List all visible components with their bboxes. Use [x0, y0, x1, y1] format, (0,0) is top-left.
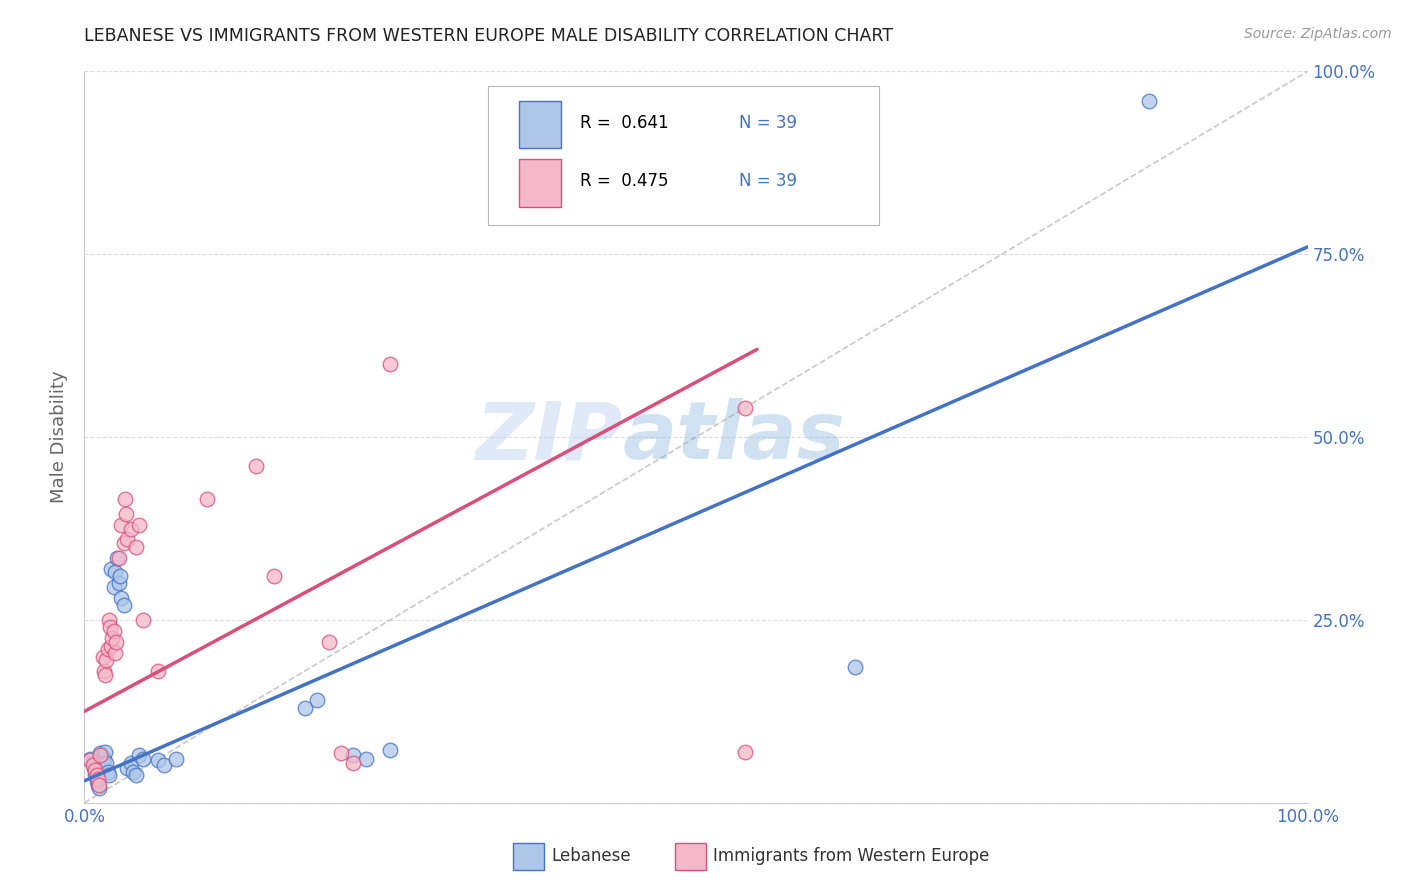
Point	[97, 765, 120, 780]
Point	[112, 536, 135, 550]
Point	[107, 576, 129, 591]
Point	[97, 642, 120, 657]
Point	[114, 492, 136, 507]
Point	[380, 743, 402, 757]
Text: atlas: atlas	[623, 398, 845, 476]
Point	[112, 599, 135, 613]
Point	[100, 562, 122, 576]
Point	[125, 768, 148, 782]
Point	[97, 613, 120, 627]
Text: Immigrants from Western Europe: Immigrants from Western Europe	[713, 847, 990, 865]
Point	[101, 632, 124, 646]
Point	[132, 613, 155, 627]
Point	[108, 569, 131, 583]
Point	[91, 749, 114, 764]
Point	[844, 660, 866, 674]
Point	[115, 533, 138, 547]
Point	[87, 772, 110, 787]
Point	[96, 756, 118, 770]
Point	[89, 748, 111, 763]
Text: N = 39: N = 39	[738, 172, 797, 190]
Point	[120, 521, 142, 535]
Text: N = 39: N = 39	[738, 113, 797, 131]
Point	[122, 765, 145, 780]
Point	[330, 746, 353, 760]
Point	[87, 777, 110, 792]
Point	[734, 745, 756, 759]
Point	[132, 752, 155, 766]
Point	[105, 550, 128, 565]
Point	[128, 517, 150, 532]
Point	[245, 459, 267, 474]
Point	[294, 700, 316, 714]
Point	[153, 757, 176, 772]
Point	[104, 566, 127, 580]
Point	[342, 756, 364, 770]
Point	[110, 517, 132, 532]
Point	[146, 753, 169, 767]
Point	[79, 752, 101, 766]
FancyBboxPatch shape	[488, 86, 880, 225]
Point	[305, 693, 328, 707]
Point	[125, 540, 148, 554]
Point	[105, 635, 128, 649]
Point	[263, 569, 285, 583]
Point	[93, 664, 115, 678]
Point	[84, 763, 107, 777]
Point	[103, 580, 125, 594]
Point	[91, 649, 114, 664]
Point	[380, 357, 402, 371]
Text: LEBANESE VS IMMIGRANTS FROM WESTERN EUROPE MALE DISABILITY CORRELATION CHART: LEBANESE VS IMMIGRANTS FROM WESTERN EURO…	[84, 27, 893, 45]
Point	[128, 748, 150, 763]
Point	[94, 745, 117, 759]
Text: Source: ZipAtlas.com: Source: ZipAtlas.com	[1244, 27, 1392, 41]
Point	[107, 550, 129, 565]
Point	[87, 777, 110, 792]
Point	[734, 401, 756, 415]
Text: Lebanese: Lebanese	[551, 847, 631, 865]
Text: ZIP: ZIP	[475, 398, 623, 476]
Point	[195, 492, 218, 507]
Bar	[519, 101, 561, 148]
Point	[83, 761, 105, 775]
Point	[89, 746, 111, 760]
Y-axis label: Male Disability: Male Disability	[51, 371, 69, 503]
Point	[93, 753, 115, 767]
Point	[98, 620, 121, 634]
Bar	[519, 159, 561, 207]
Point	[342, 748, 364, 763]
Point	[120, 756, 142, 770]
Point	[82, 757, 104, 772]
Point	[115, 507, 138, 521]
Point	[79, 753, 101, 767]
Point	[146, 664, 169, 678]
Point	[97, 768, 120, 782]
Point	[86, 773, 108, 788]
Point	[1137, 94, 1160, 108]
Point	[115, 761, 138, 775]
Point	[94, 667, 117, 681]
Point	[110, 591, 132, 605]
Point	[165, 752, 187, 766]
Text: R =  0.641: R = 0.641	[579, 113, 668, 131]
Point	[84, 766, 107, 780]
Point	[100, 639, 122, 653]
Point	[87, 781, 110, 796]
Point	[318, 635, 340, 649]
Point	[86, 768, 108, 782]
Point	[96, 653, 118, 667]
Text: R =  0.475: R = 0.475	[579, 172, 668, 190]
Point	[354, 752, 377, 766]
Point	[86, 770, 108, 784]
Point	[104, 646, 127, 660]
Point	[82, 756, 104, 770]
Point	[103, 624, 125, 638]
